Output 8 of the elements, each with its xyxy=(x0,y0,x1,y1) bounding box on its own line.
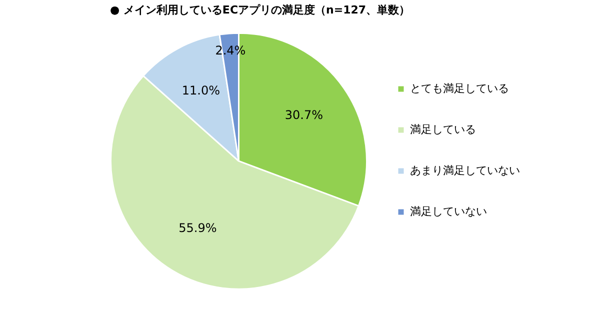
chart-title: ● メイン利用しているECアプリの満足度（n=127、単数） xyxy=(110,3,410,16)
legend-label: あまり満足していない xyxy=(410,164,520,177)
data-label: 11.0% xyxy=(182,83,220,98)
legend-label: とても満足している xyxy=(410,82,509,95)
legend-label: 満足していない xyxy=(410,204,487,218)
legend-label: 満足している xyxy=(410,122,476,136)
data-label: 55.9% xyxy=(178,221,217,236)
data-label: 30.7% xyxy=(284,108,324,122)
